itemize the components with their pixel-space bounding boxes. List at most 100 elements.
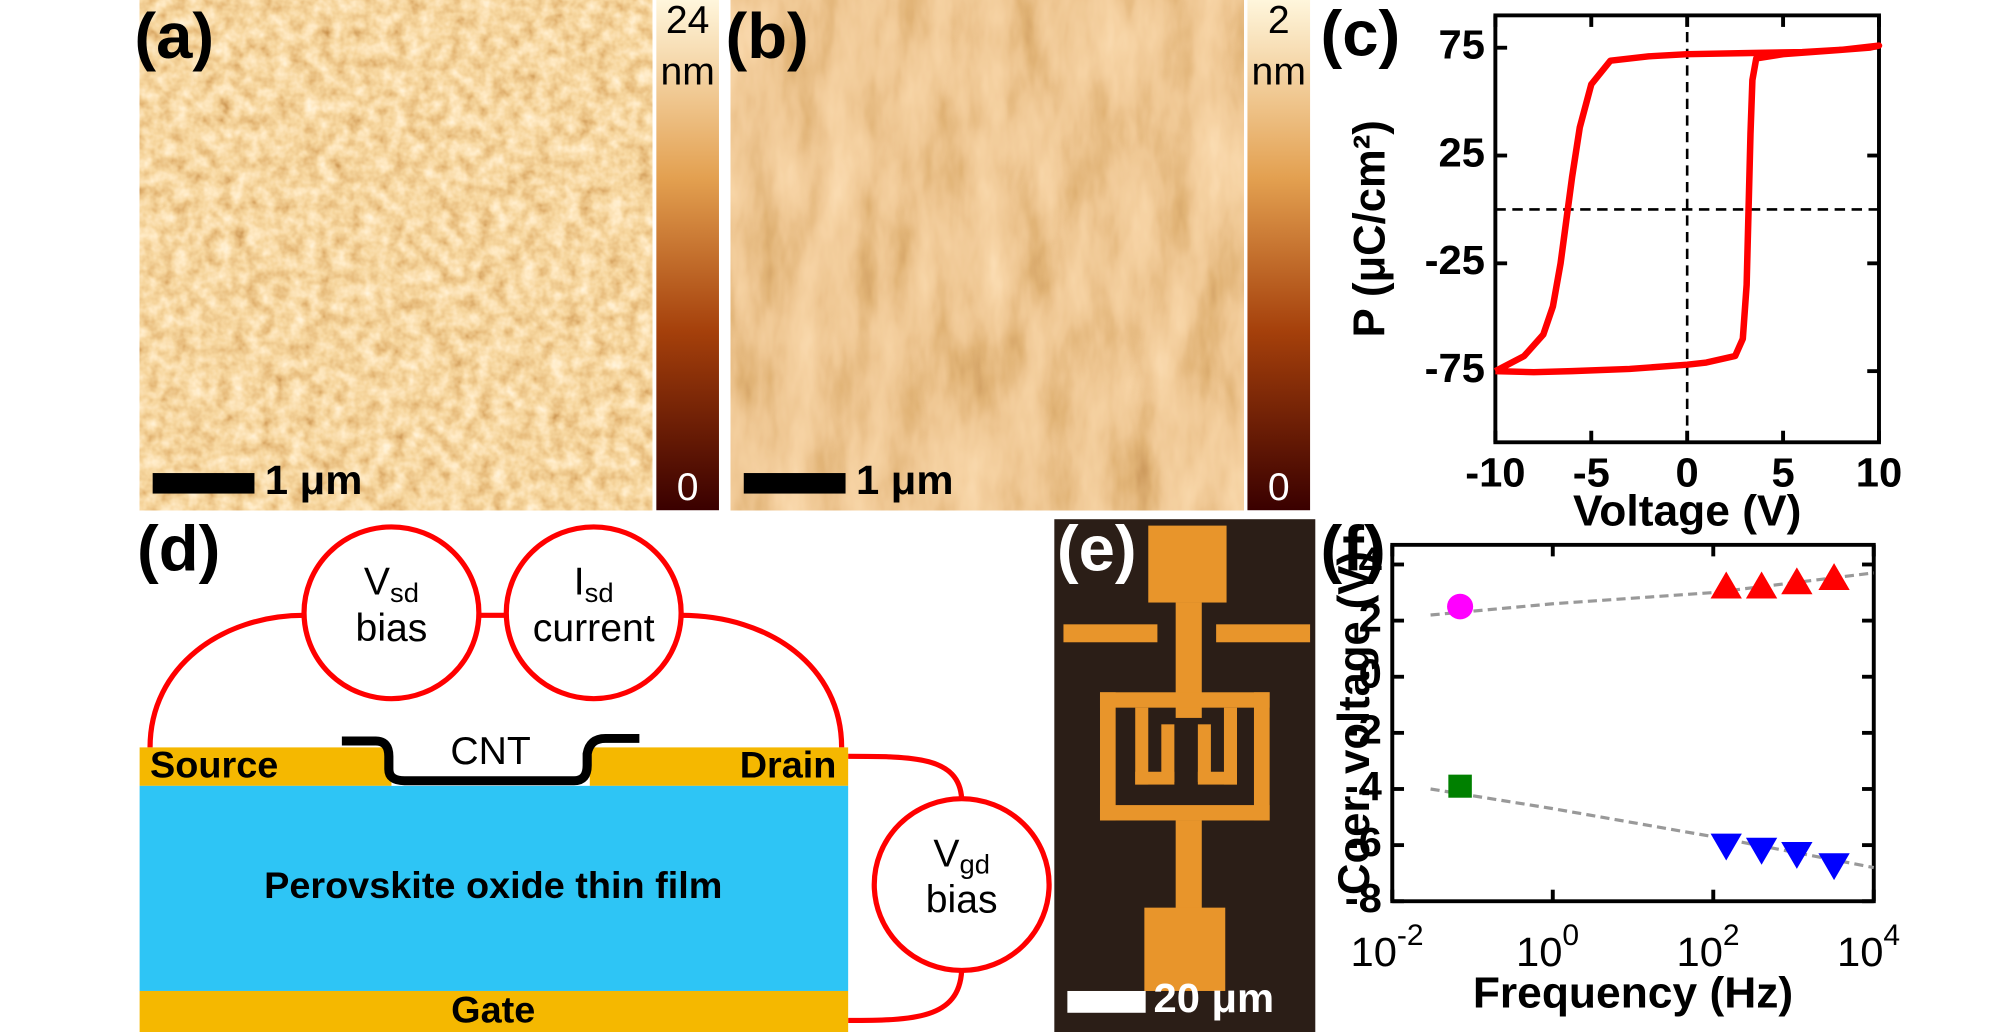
x-tick-base: 10 — [1516, 929, 1562, 975]
electrode-pattern — [1148, 525, 1227, 603]
data-point — [1781, 567, 1813, 595]
x-tick-base: 10 — [1676, 929, 1722, 975]
x-tick-label: 100 — [1516, 919, 1579, 975]
electrode-pattern — [1175, 820, 1202, 911]
x-axis-label: Frequency (Hz) — [1473, 969, 1793, 1018]
x-tick-base: 10 — [1350, 929, 1396, 975]
data-point — [1710, 833, 1742, 861]
electrode-pattern — [1099, 692, 1270, 708]
colorbar-min: 0 — [1268, 466, 1290, 509]
panel-label: (b) — [725, 0, 808, 72]
panel-label: (c) — [1321, 0, 1401, 69]
plot-frame — [1493, 13, 1881, 445]
electrode-pattern — [1063, 624, 1158, 643]
meter-circle — [503, 524, 684, 702]
colorbar — [656, 0, 719, 511]
x-tick-label: 5 — [1771, 450, 1794, 496]
plot-frame — [1390, 542, 1876, 904]
data-point — [1447, 593, 1474, 620]
x-tick-exponent: 0 — [1562, 919, 1579, 952]
drain-label: Drain — [740, 744, 837, 786]
wire — [147, 612, 305, 748]
y-tick-label: 25 — [1438, 130, 1484, 176]
x-tick-label: -10 — [1465, 450, 1525, 496]
meter-text: current — [533, 607, 655, 650]
scale-bar-label: 1 μm — [265, 457, 362, 503]
y-tick-label: -4 — [1345, 763, 1382, 809]
y-axis-label: Coer. voltage (V) — [1329, 551, 1378, 895]
electrode-pattern — [1144, 907, 1226, 991]
y-tick-label: 75 — [1438, 22, 1484, 68]
x-tick-exponent: -2 — [1397, 919, 1424, 952]
wire — [848, 753, 965, 799]
scale-bar-label: 20 μm — [1153, 975, 1274, 1021]
x-axis-label: Voltage (V) — [1573, 487, 1801, 536]
cnt-label: CNT — [450, 730, 530, 773]
colorbar-max: 24 — [666, 0, 710, 42]
panel-label: (e) — [1057, 512, 1137, 584]
meter-text: bias — [926, 879, 998, 922]
meter-symbol: Vgd — [933, 833, 990, 880]
electrode-pattern — [1161, 724, 1175, 783]
afm-image — [730, 0, 1244, 511]
meter-subscript: sd — [585, 577, 614, 608]
colorbar — [1247, 0, 1311, 511]
panel-label: (d) — [137, 512, 220, 584]
y-tick-label: -25 — [1425, 238, 1485, 284]
electrode-pattern — [1223, 707, 1238, 785]
data-point — [1818, 563, 1850, 591]
electrode-pattern — [1099, 805, 1270, 821]
meter-symbol-letter: V — [933, 833, 959, 876]
meter-symbol-letter: I — [574, 561, 585, 604]
meter-symbol-letter: V — [364, 561, 390, 604]
y-tick-label: -75 — [1425, 345, 1485, 391]
data-point — [1745, 837, 1778, 865]
panel-label: (a) — [134, 0, 214, 72]
x-tick-label: 10-2 — [1350, 919, 1423, 975]
meter-subscript: sd — [390, 577, 419, 608]
meter-symbol: Vsd — [364, 561, 419, 608]
y-tick-label: 4 — [1359, 539, 1382, 585]
wire — [681, 612, 845, 748]
y-tick-label: -6 — [1345, 819, 1382, 865]
y-tick-label: 2 — [1359, 595, 1382, 641]
gate-label: Gate — [451, 989, 535, 1031]
data-point — [1745, 571, 1778, 599]
data-point — [1781, 841, 1813, 869]
scale-bar — [1067, 990, 1146, 1013]
x-tick-base: 10 — [1837, 929, 1883, 975]
electrode-pattern — [1216, 624, 1311, 643]
electrode-pattern — [1253, 692, 1270, 821]
panel-label: (f) — [1321, 512, 1386, 584]
drain-electrode — [589, 747, 849, 786]
electrode-pattern — [1099, 692, 1116, 821]
data-point — [1710, 571, 1742, 599]
x-tick-label: 104 — [1837, 919, 1900, 975]
colorbar-max: 2 — [1268, 0, 1290, 42]
scale-bar — [152, 473, 255, 494]
electrode-pattern — [1135, 707, 1149, 785]
meter-circle — [301, 524, 482, 702]
source-electrode — [139, 747, 392, 786]
data-point — [1818, 853, 1850, 881]
electrode-pattern — [1197, 724, 1211, 783]
source-label: Source — [150, 744, 278, 786]
data-point — [1448, 774, 1472, 798]
meter-symbol: Isd — [574, 561, 614, 608]
gate-electrode — [139, 990, 849, 1032]
y-axis-label: P (μC/cm²) — [1345, 120, 1394, 337]
wire — [848, 970, 965, 1024]
y-tick-label: -2 — [1345, 707, 1382, 753]
y-tick-label: -8 — [1345, 875, 1382, 921]
x-tick-exponent: 4 — [1883, 919, 1900, 952]
x-tick-label: -5 — [1573, 450, 1610, 496]
x-tick-label: 0 — [1676, 450, 1699, 496]
x-tick-label: 102 — [1676, 919, 1739, 975]
x-tick-label: 10 — [1856, 450, 1902, 496]
y-tick-label: 0 — [1359, 651, 1382, 697]
x-tick-exponent: 2 — [1723, 919, 1740, 952]
meter-text: bias — [356, 607, 428, 650]
meter-subscript: gd — [959, 849, 989, 880]
colorbar-unit: nm — [1252, 51, 1306, 94]
